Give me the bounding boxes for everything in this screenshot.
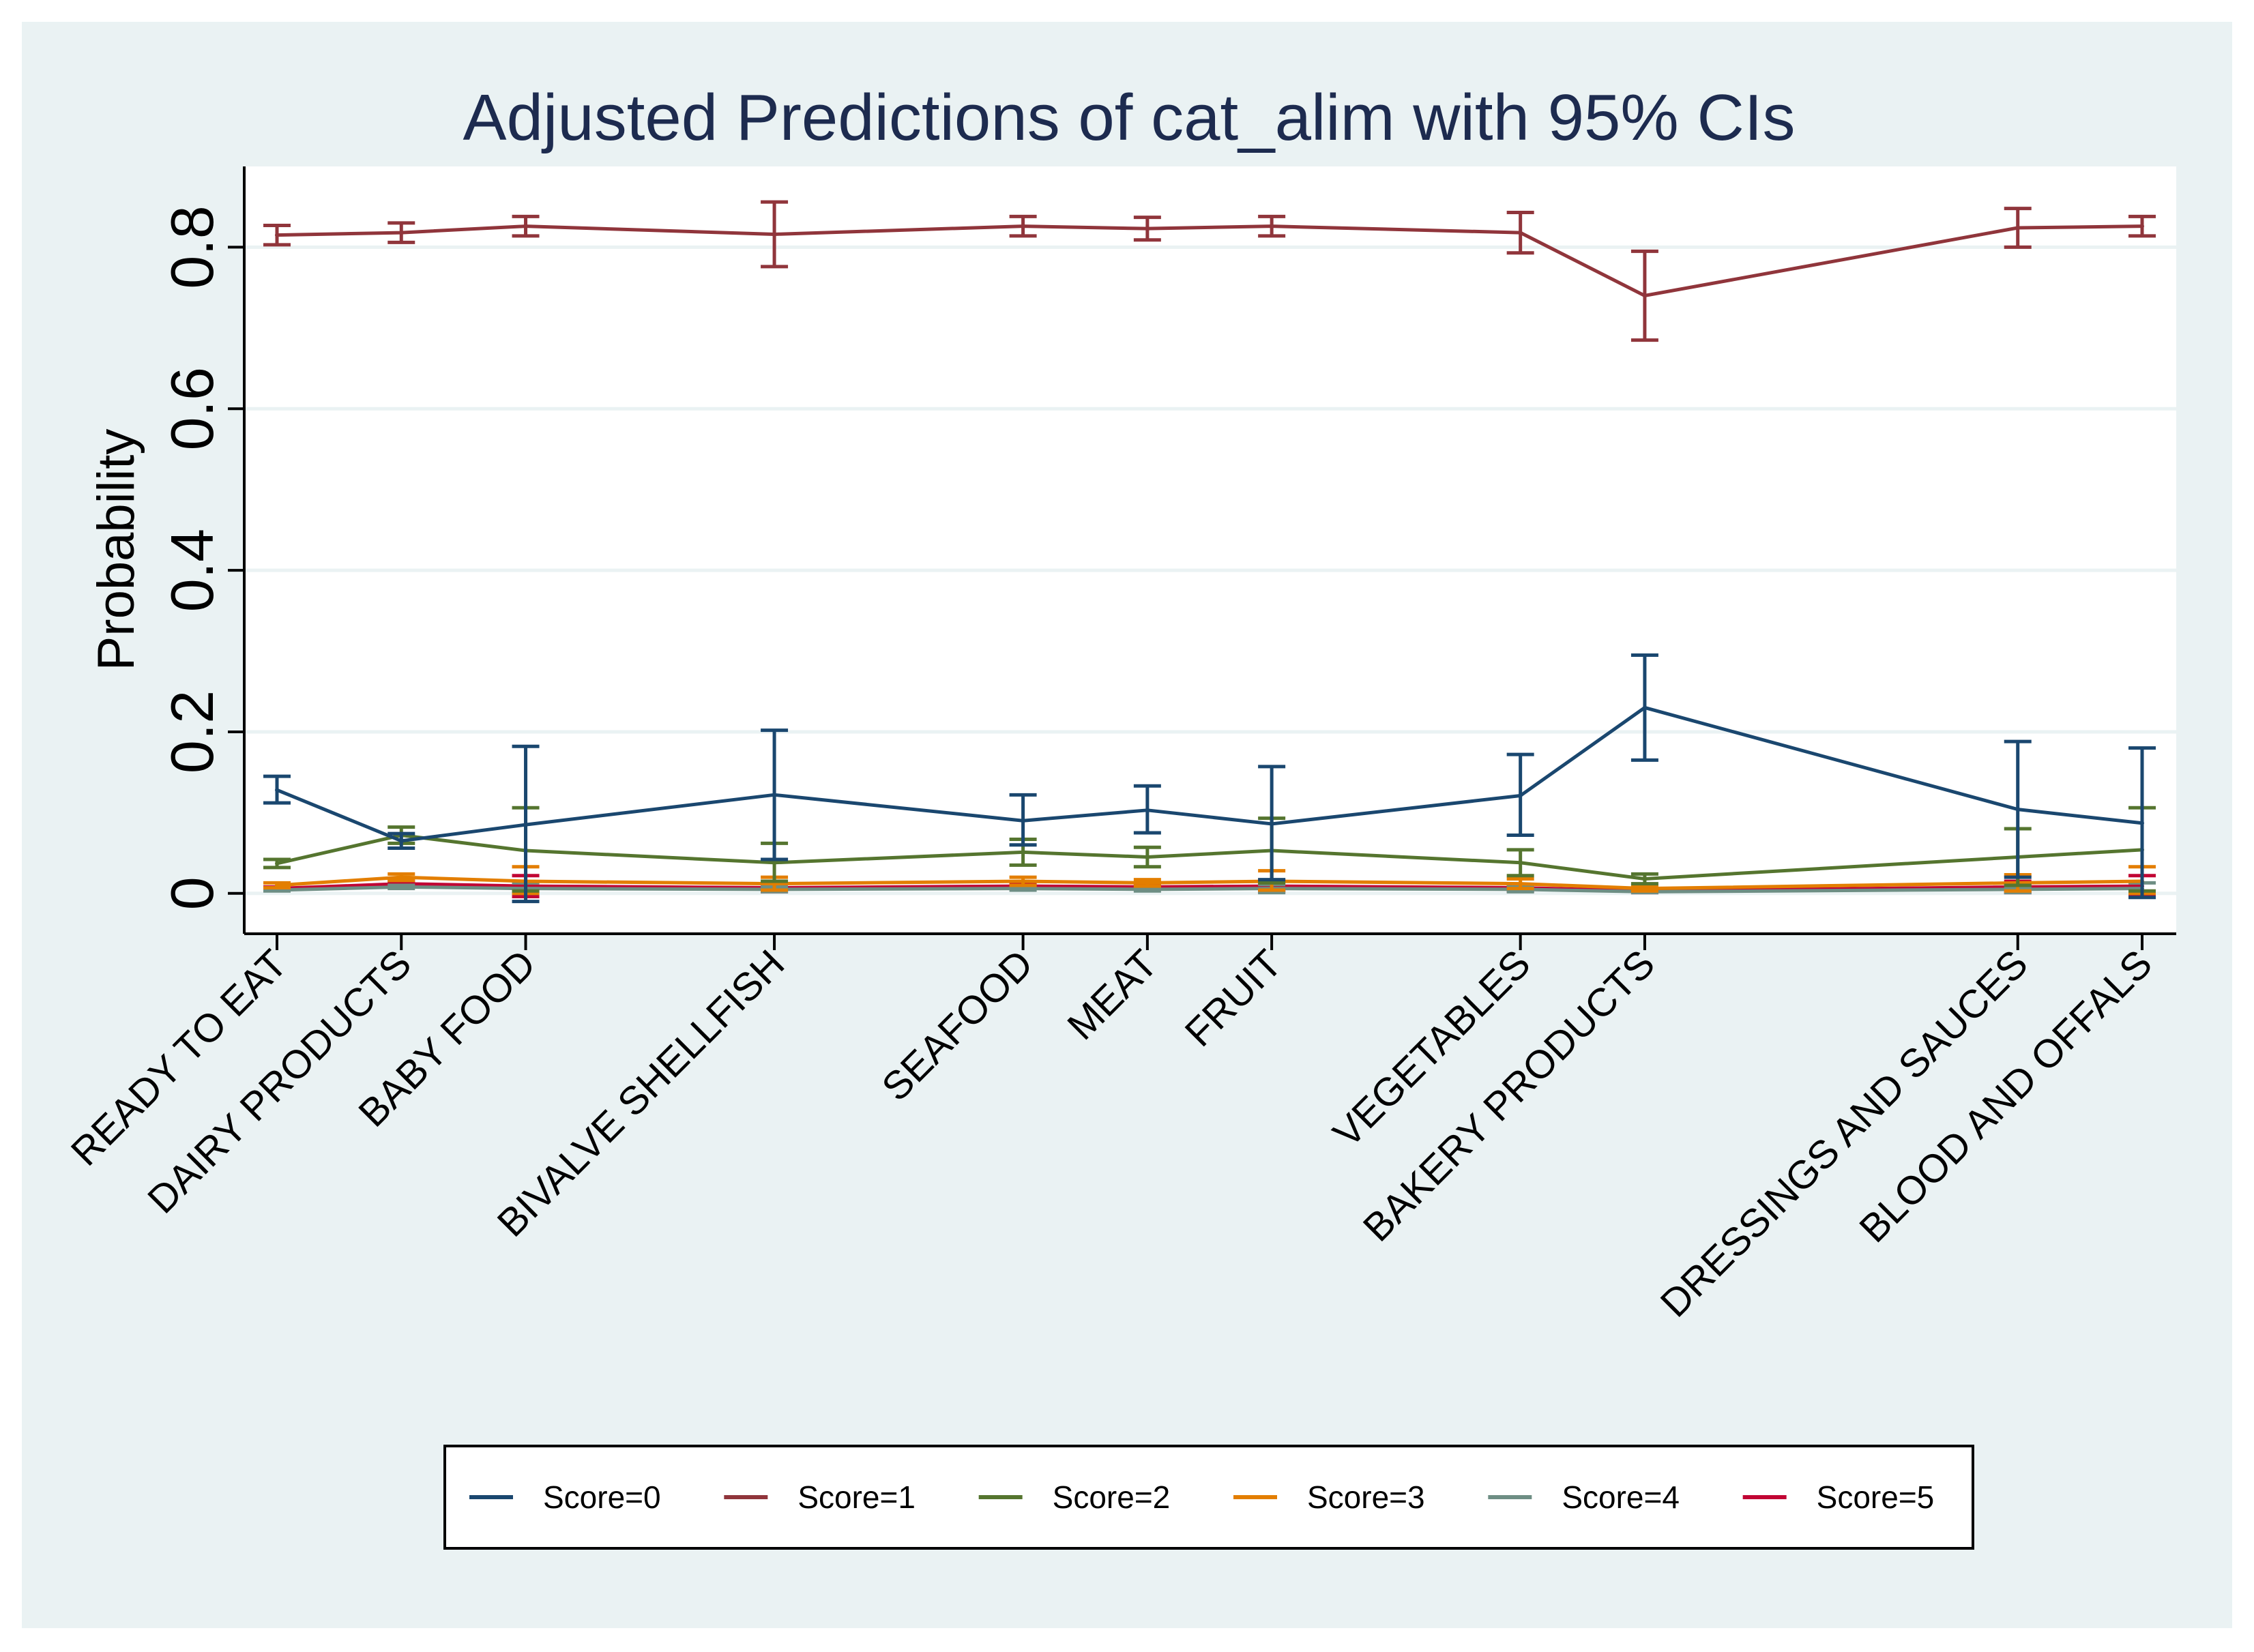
data-point [275,883,279,887]
legend-item: Score=4 [1488,1479,1680,1515]
data-point [1021,879,1025,884]
data-point [2015,226,2020,230]
chart-title: Adjusted Predictions of cat_alim with 95… [463,81,1796,154]
data-point [523,823,528,827]
y-axis: 0 0.2 0.4 0.6 0.8 [158,166,246,934]
series-score-1 [263,200,2156,342]
data-point [1145,887,1150,891]
data-point [1518,793,1523,798]
data-point [523,224,528,228]
y-tick-label: 0.2 [158,690,226,773]
data-point [1145,855,1150,859]
data-point [1021,850,1025,855]
data-point [275,233,279,237]
legend-box [443,1445,1974,1550]
series-layer [263,200,2156,904]
legend-label: Score=0 [543,1479,661,1515]
data-point [399,885,404,889]
data-point [2140,224,2144,228]
data-point [1270,224,1274,228]
data-point [772,232,777,237]
data-point [1145,226,1150,231]
y-tick-label: 0.4 [158,529,226,612]
gridlines [244,245,2176,896]
legend-item: Score=5 [1742,1479,1935,1515]
data-point [772,793,777,797]
legend-item: Score=3 [1233,1479,1425,1515]
data-point [1270,821,1274,826]
legend-label: Score=4 [1562,1479,1680,1515]
data-point [399,875,404,880]
data-point [399,231,404,235]
data-point [1642,705,1647,710]
data-point [275,788,279,793]
data-point [772,860,777,865]
legend-label: Score=1 [797,1479,916,1515]
data-point [1642,886,1647,891]
data-point [1518,881,1523,886]
data-point [1145,881,1150,885]
data-point [1145,808,1150,812]
legend: Score=0 Score=1 Score=2 Score=3 Score=4 Score… [443,1445,1974,1550]
series-score-0 [263,653,2156,904]
legend-item: Score=1 [724,1479,916,1515]
data-point [399,838,404,843]
data-point [275,861,279,866]
data-point [1021,224,1025,228]
y-tick-label: 0 [158,876,226,910]
legend-label: Score=3 [1307,1479,1425,1515]
legend-item: Score=2 [978,1479,1171,1515]
legend-item: Score=0 [469,1479,661,1515]
y-tick-label: 0.6 [158,367,226,450]
data-point [2015,807,2020,812]
series-score-2 [263,806,2156,893]
plot-area [244,166,2176,934]
y-tick-label: 0.8 [158,205,226,289]
data-point [1021,886,1025,891]
data-point [1642,293,1647,298]
data-point [1518,860,1523,865]
data-point [2140,821,2144,825]
data-point [1642,876,1647,881]
legend-label: Score=2 [1053,1479,1171,1515]
data-point [1021,818,1025,823]
data-point [1518,231,1523,235]
legend-label: Score=5 [1817,1479,1935,1515]
y-axis-label: Probability [87,429,145,671]
